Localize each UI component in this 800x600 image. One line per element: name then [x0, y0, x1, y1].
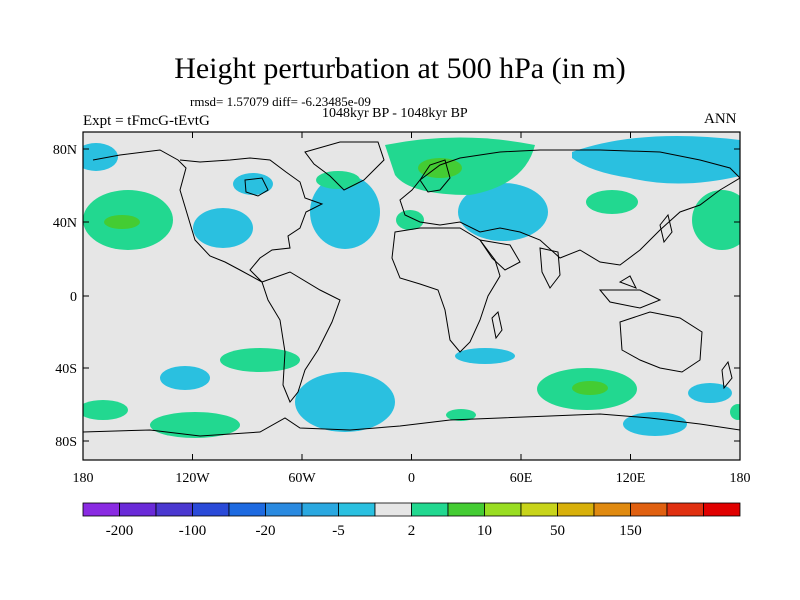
lat-tick-label: 0 [70, 290, 77, 305]
colorbar-swatch [520, 502, 558, 517]
colorbar-label: -200 [106, 523, 134, 539]
colorbar-swatch [338, 502, 376, 517]
negative-anomaly-region [233, 173, 273, 195]
lon-tick-label: 120E [616, 471, 646, 486]
colorbar-swatch [411, 502, 449, 517]
colorbar-label: 150 [619, 523, 642, 539]
colorbar-swatch [557, 502, 595, 517]
lon-tick-label: 60W [288, 471, 316, 486]
coastlines [83, 141, 740, 437]
colorbar-label: 50 [550, 523, 565, 539]
colorbar-label: -100 [179, 523, 207, 539]
colorbar-label: 10 [477, 523, 492, 539]
positive-anomaly-region [396, 210, 424, 230]
negative-anomaly-region [160, 366, 210, 390]
colorbar-label: 2 [408, 523, 416, 539]
negative-anomaly-region [83, 143, 118, 171]
strong-positive-anomaly-region [572, 381, 608, 395]
positive-anomaly-region [446, 409, 476, 421]
lon-tick-label: 180 [730, 471, 751, 486]
period-label: 1048kyr BP - 1048kyr BP [322, 106, 468, 121]
colorbar-swatch [630, 502, 668, 517]
negative-anomaly-region [193, 208, 253, 248]
season-label: ANN [704, 111, 737, 127]
stats-label: rmsd= 1.57079 diff= -6.23485e-09 [190, 94, 371, 109]
colorbar-swatch [374, 502, 412, 517]
lon-tick-label: 120W [175, 471, 210, 486]
negative-anomaly-region [623, 412, 687, 436]
colorbar-swatch [82, 502, 120, 517]
lon-tick-label: 60E [510, 471, 533, 486]
negative-anomaly-region [688, 383, 732, 403]
lat-tick-label: 40S [55, 362, 77, 377]
colorbar-swatch [155, 502, 193, 517]
positive-anomaly-region [83, 400, 128, 420]
negative-anomaly-region [310, 175, 380, 249]
colorbar-swatch [447, 502, 485, 517]
strong-positive-anomaly-region [104, 215, 140, 229]
colorbar-swatch [265, 502, 303, 517]
colorbar: -200 -100 -20 -5 2 10 50 150 [82, 502, 741, 539]
colorbar-swatch [666, 502, 704, 517]
negative-anomaly-region [455, 348, 515, 364]
colorbar-swatch [703, 502, 741, 517]
colorbar-swatch [119, 502, 157, 517]
colorbar-swatch [593, 502, 631, 517]
positive-anomaly-region [730, 404, 740, 420]
colorbar-swatch [228, 502, 266, 517]
lon-tick-label: 180 [73, 471, 94, 486]
lat-tick-label: 40N [53, 216, 77, 231]
lat-tick-label: 80N [53, 143, 77, 158]
positive-anomaly-region [586, 190, 638, 214]
lat-tick-label: 80S [55, 435, 77, 450]
colorbar-swatch [484, 502, 522, 517]
colorbar-label: -20 [256, 523, 276, 539]
negative-anomaly-region [458, 183, 548, 241]
positive-anomaly-region [316, 171, 360, 189]
lon-tick-label: 0 [408, 471, 415, 486]
axis-ticks: 180 120W 60W 0 60E 120E 180 80N 40N 0 40S 80S [53, 132, 751, 486]
strong-positive-anomaly-region [418, 158, 462, 178]
positive-anomaly-region [692, 190, 740, 250]
positive-anomaly-region [150, 412, 240, 438]
experiment-label: Expt = tFmcG-tEvtG [83, 113, 210, 129]
colorbar-swatch [301, 502, 339, 517]
negative-anomaly-region [295, 372, 395, 432]
colorbar-swatch [192, 502, 230, 517]
negative-anomaly-region [572, 136, 740, 184]
anomaly-field [83, 136, 740, 438]
map-title: Height perturbation at 500 hPa (in m) [174, 52, 626, 85]
positive-anomaly-region [220, 348, 300, 372]
colorbar-label: -5 [332, 523, 345, 539]
